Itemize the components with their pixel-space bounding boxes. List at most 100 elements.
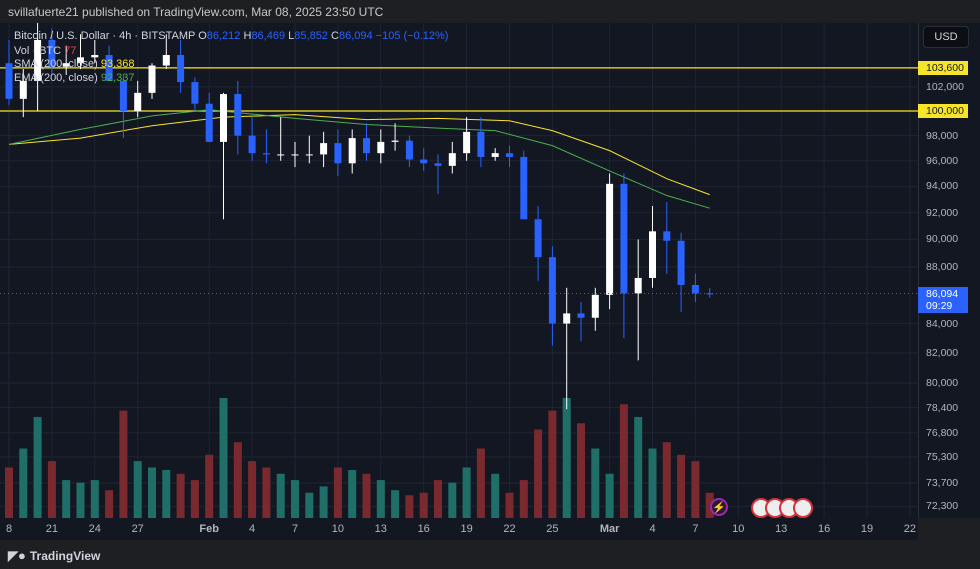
high-value: 86,469 [251,30,286,42]
volume-bar [76,482,85,518]
candle-body [119,80,127,111]
candle-body [677,240,685,285]
low-label: L [288,30,295,42]
candle-body [577,313,585,318]
volume-bar [119,410,128,518]
candle-body [620,183,628,294]
date-tick-label: 7 [692,523,699,535]
sma-legend[interactable]: SMA (200, close) 93,368 [14,58,134,70]
volume-bar [276,473,285,518]
volume-bar [505,492,514,518]
candle-body [663,231,671,241]
sma-value: 93,368 [100,58,135,70]
price-tick-label: 82,000 [926,346,959,359]
price-chart[interactable] [0,23,918,518]
volume-bar [476,448,485,518]
price-tick-label: 90,000 [926,233,959,246]
price-tick-label: 84,000 [926,317,959,330]
date-tick-label: 16 [817,523,831,535]
volume-bar [705,492,714,518]
date-tick-label: 27 [131,523,144,535]
candle-body [548,257,556,324]
volume-bar [162,470,171,518]
currency-button[interactable]: USD [923,26,969,48]
volume-bar [5,467,13,518]
date-tick-label: 19 [860,523,874,535]
candle-body [262,153,270,155]
volume-bar [619,404,628,518]
lightning-event-icon[interactable]: ⚡ [710,498,728,516]
sma-label: SMA (200, close) [14,58,98,70]
candle-body [534,219,542,258]
candle-body [34,39,42,81]
tradingview-logo[interactable]: ◤● TradingView [8,548,100,564]
price-tick-label: 98,000 [926,129,959,142]
volume-legend[interactable]: Vol · BTC 77 [14,45,76,57]
date-tick-label: 4 [249,523,256,535]
price-tick-label: 80,000 [926,377,959,389]
volume-bar [677,454,686,518]
ema-legend[interactable]: EMA (200, close) 92,337 [14,72,134,84]
candle-body [348,138,356,164]
close-value: 86,094 [338,30,373,42]
candle-body [491,153,499,157]
date-tick-label: 19 [460,523,473,535]
candle-body [563,313,571,324]
volume-bar [548,410,557,518]
volume-bar [33,416,42,518]
volume-bar [648,448,657,518]
volume-bar [133,461,142,518]
level-price-tag: 100,000 [918,104,968,118]
candle-body [105,55,113,81]
candle-body [649,231,656,278]
candle-body [334,143,342,164]
volume-bar [319,486,328,518]
volume-bar [148,467,156,518]
price-tick-label: 72,300 [926,500,959,513]
level-price-tag: 103,600 [918,60,968,75]
candle-body [134,92,142,111]
date-tick-label: 24 [88,523,101,535]
price-tick-label: 94,000 [926,180,959,193]
volume-bar [634,416,643,518]
date-tick-label: 10 [732,523,745,535]
time-axis[interactable]: 8 21 24 27 Feb 4 7 10 13 16 19 22 25 Mar 4 7 10 13 16 19 22 [0,518,918,540]
volume-bar [333,467,342,518]
volume-bar [605,473,614,518]
candle-body [463,131,471,154]
candle-body [177,55,185,83]
change-value: −105 (−0.12%) [375,30,449,42]
price-tick-label: 75,300 [926,450,959,463]
volume-bar [591,448,600,518]
low-value: 85,852 [294,30,328,42]
volume-bar [577,423,585,518]
candle-body [248,135,256,154]
volume-bar [419,492,428,518]
volume-bar [291,480,299,518]
volume-bar [362,473,371,518]
candle-body [234,94,242,136]
candle-body [62,63,70,67]
candle-body [477,131,485,157]
candle-body [377,141,385,154]
chart-canvas[interactable] [0,23,918,518]
date-tick-label: 22 [503,523,516,535]
volume-bar [391,490,400,518]
high-label: H [243,30,252,42]
price-tick-label: 88,000 [926,260,959,273]
candle-body [48,39,56,67]
publish-line: svillafuerte21 published on TradingView.… [8,5,384,19]
candle-body [291,154,299,156]
date-tick-label: 10 [331,523,345,535]
volume-bar [176,473,185,518]
symbol-name[interactable]: Bitcoin / U.S. Dollar · 4h · BITSTAMP [14,30,196,42]
candle-body [277,154,285,156]
us-flag-event-icon[interactable] [793,498,813,518]
candle-body [162,55,170,66]
candle-body [19,80,27,99]
volume-bar [534,429,543,518]
price-tick-label: 102,000 [926,80,964,93]
candle-body [506,153,513,157]
price-tick-label: 76,800 [926,426,959,439]
volume-value: 77 [64,45,77,57]
